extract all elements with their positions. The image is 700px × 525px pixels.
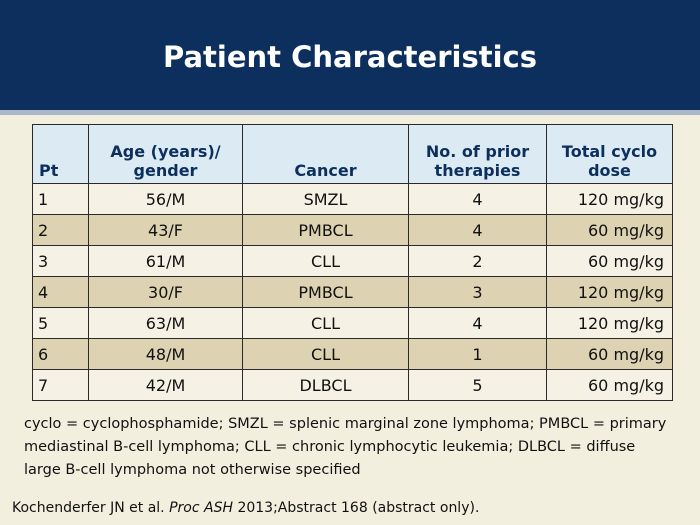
header-age: Age (years)/gender [88, 124, 243, 184]
cell-cancer: DLBCL [242, 369, 409, 401]
citation-journal: Proc ASH [169, 500, 233, 516]
cell-cancer: PMBCL [242, 214, 409, 246]
cell-dose: 120 mg/kg [546, 276, 673, 308]
cell-age: 56/M [88, 183, 243, 215]
patient-table: Pt Age (years)/gender Cancer No. of prio… [32, 124, 673, 401]
table-row: 7 42/M DLBCL 5 60 mg/kg [32, 369, 673, 401]
cell-therapies: 1 [408, 338, 547, 370]
cell-cancer: PMBCL [242, 276, 409, 308]
cell-cancer: CLL [242, 245, 409, 277]
cell-dose: 120 mg/kg [546, 307, 673, 339]
cell-pt: 6 [32, 338, 89, 370]
cell-pt: 4 [32, 276, 89, 308]
table-row: 3 61/M CLL 2 60 mg/kg [32, 245, 673, 277]
table-row: 1 56/M SMZL 4 120 mg/kg [32, 183, 673, 215]
cell-therapies: 4 [408, 183, 547, 215]
page-title: Patient Characteristics [163, 40, 537, 74]
cell-therapies: 2 [408, 245, 547, 277]
cell-cancer: CLL [242, 307, 409, 339]
cell-pt: 2 [32, 214, 89, 246]
header-cancer: Cancer [242, 124, 409, 184]
cell-pt: 5 [32, 307, 89, 339]
cell-age: 63/M [88, 307, 243, 339]
citation-details: 2013;Abstract 168 (abstract only). [237, 500, 480, 516]
title-divider [0, 110, 700, 115]
cell-therapies: 4 [408, 214, 547, 246]
cell-dose: 60 mg/kg [546, 338, 673, 370]
cell-cancer: SMZL [242, 183, 409, 215]
citation-authors: Kochenderfer JN et al. [12, 500, 165, 516]
cell-age: 43/F [88, 214, 243, 246]
table-header-row: Pt Age (years)/gender Cancer No. of prio… [32, 124, 673, 184]
cell-pt: 7 [32, 369, 89, 401]
cell-dose: 120 mg/kg [546, 183, 673, 215]
cell-age: 61/M [88, 245, 243, 277]
table-row: 4 30/F PMBCL 3 120 mg/kg [32, 276, 673, 308]
cell-dose: 60 mg/kg [546, 369, 673, 401]
title-bar: Patient Characteristics [0, 0, 700, 110]
footnote: cyclo = cyclophosphamide; SMZL = splenic… [24, 416, 667, 478]
cell-pt: 1 [32, 183, 89, 215]
header-therapies: No. of prior therapies [408, 124, 547, 184]
cell-age: 48/M [88, 338, 243, 370]
cell-therapies: 5 [408, 369, 547, 401]
cell-age: 42/M [88, 369, 243, 401]
cell-cancer: CLL [242, 338, 409, 370]
cell-therapies: 4 [408, 307, 547, 339]
cell-age: 30/F [88, 276, 243, 308]
header-dose: Total cyclo dose [546, 124, 673, 184]
header-pt: Pt [32, 124, 89, 184]
cell-therapies: 3 [408, 276, 547, 308]
cell-dose: 60 mg/kg [546, 245, 673, 277]
table-row: 5 63/M CLL 4 120 mg/kg [32, 307, 673, 339]
table-row: 6 48/M CLL 1 60 mg/kg [32, 338, 673, 370]
cell-pt: 3 [32, 245, 89, 277]
cell-dose: 60 mg/kg [546, 214, 673, 246]
citation: Kochenderfer JN et al. Proc ASH 2013;Abs… [12, 500, 692, 516]
table-row: 2 43/F PMBCL 4 60 mg/kg [32, 214, 673, 246]
